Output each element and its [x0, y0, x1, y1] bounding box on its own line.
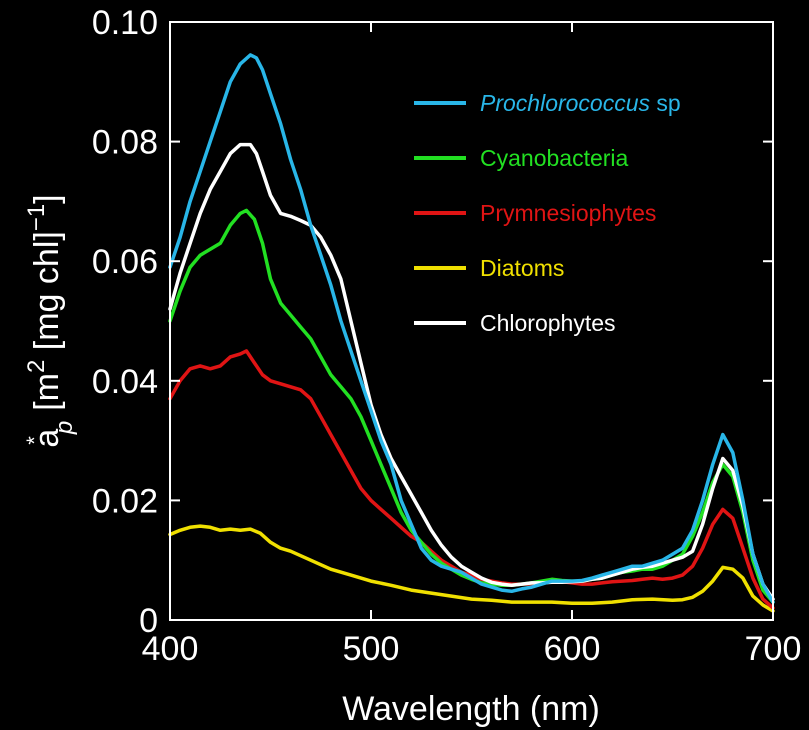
svg-text:a*p[m2 [mg chl]−1]: a* p [m2 [mg chl]−1]	[22, 194, 78, 447]
y-axis-label: a* p [m2 [mg chl]−1]	[22, 194, 78, 447]
x-tick-label: 600	[544, 630, 601, 668]
legend-label-prochlorococcus: Prochlorococcus	[480, 90, 651, 116]
y-axis-label-star: *	[22, 436, 47, 445]
x-axis-label: Wavelength (nm)	[342, 690, 600, 728]
plot-frame	[169, 21, 774, 621]
legend-item-chlorophytes: Chlorophytes	[414, 310, 616, 336]
y-tick-label: 0.08	[92, 124, 158, 162]
y-axis-label-units-open: [m	[28, 373, 66, 411]
y-axis-label-units-close: ]	[28, 194, 66, 203]
series-line-chlorophytes	[168, 142, 775, 601]
y-tick-label: 0	[139, 602, 158, 640]
legend-label-prymnesiophytes: Prymnesiophytes	[480, 200, 656, 226]
legend-label-chlorophytes: Chlorophytes	[480, 310, 616, 336]
y-tick-label: 0.10	[92, 4, 158, 42]
x-tick-label: 500	[343, 630, 400, 668]
legend-label-diatoms: Diatoms	[480, 255, 564, 281]
series-line-prochlorococcus	[168, 53, 775, 604]
y-axis-label-units-sup2: −1	[23, 204, 50, 231]
x-tick-label: 400	[142, 630, 199, 668]
legend-item-cyanobacteria: Cyanobacteria	[414, 145, 629, 171]
legend-label-prochlorococcus-suffix: sp	[650, 90, 681, 116]
y-axis-label-sub: p	[51, 421, 78, 435]
x-tick-label: 700	[745, 630, 802, 668]
y-tick-label: 0.06	[92, 243, 158, 281]
y-tick-label: 0.02	[92, 482, 158, 520]
y-tick-label: 0.04	[92, 363, 158, 401]
y-axis-label-units-mid: [mg chl]	[28, 231, 66, 359]
tick-layer: 400 500 600 700 0 0.02 0.04 0.06 0.08 0.10	[92, 4, 802, 668]
y-axis-label-base: a	[28, 429, 66, 448]
legend-label-cyanobacteria: Cyanobacteria	[480, 145, 629, 171]
y-axis-label-units-sup: 2	[23, 360, 50, 373]
legend-item-diatoms: Diatoms	[414, 255, 564, 281]
series-line-diatoms	[168, 524, 775, 613]
legend-item-prochlorococcus: Prochlorococcus sp	[414, 90, 681, 116]
legend-item-prymnesiophytes: Prymnesiophytes	[414, 200, 656, 226]
series-layer	[168, 53, 775, 613]
svg-text:Prochlorococcus sp: Prochlorococcus sp	[480, 90, 681, 116]
legend: Prochlorococcus sp Cyanobacteria Prymnes…	[414, 90, 681, 336]
